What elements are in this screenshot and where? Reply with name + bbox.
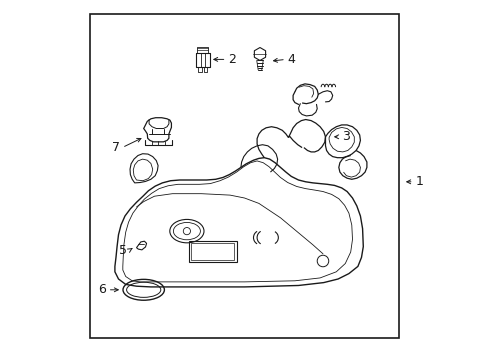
Text: 6: 6 — [98, 283, 106, 296]
Text: 5: 5 — [119, 244, 127, 257]
Bar — [191, 243, 234, 260]
Text: 1: 1 — [415, 175, 423, 188]
Text: 2: 2 — [228, 53, 236, 66]
Text: 3: 3 — [341, 130, 349, 143]
Text: 7: 7 — [112, 141, 120, 154]
Bar — [188, 241, 237, 262]
Bar — [89, 14, 399, 338]
Text: 4: 4 — [287, 53, 295, 66]
